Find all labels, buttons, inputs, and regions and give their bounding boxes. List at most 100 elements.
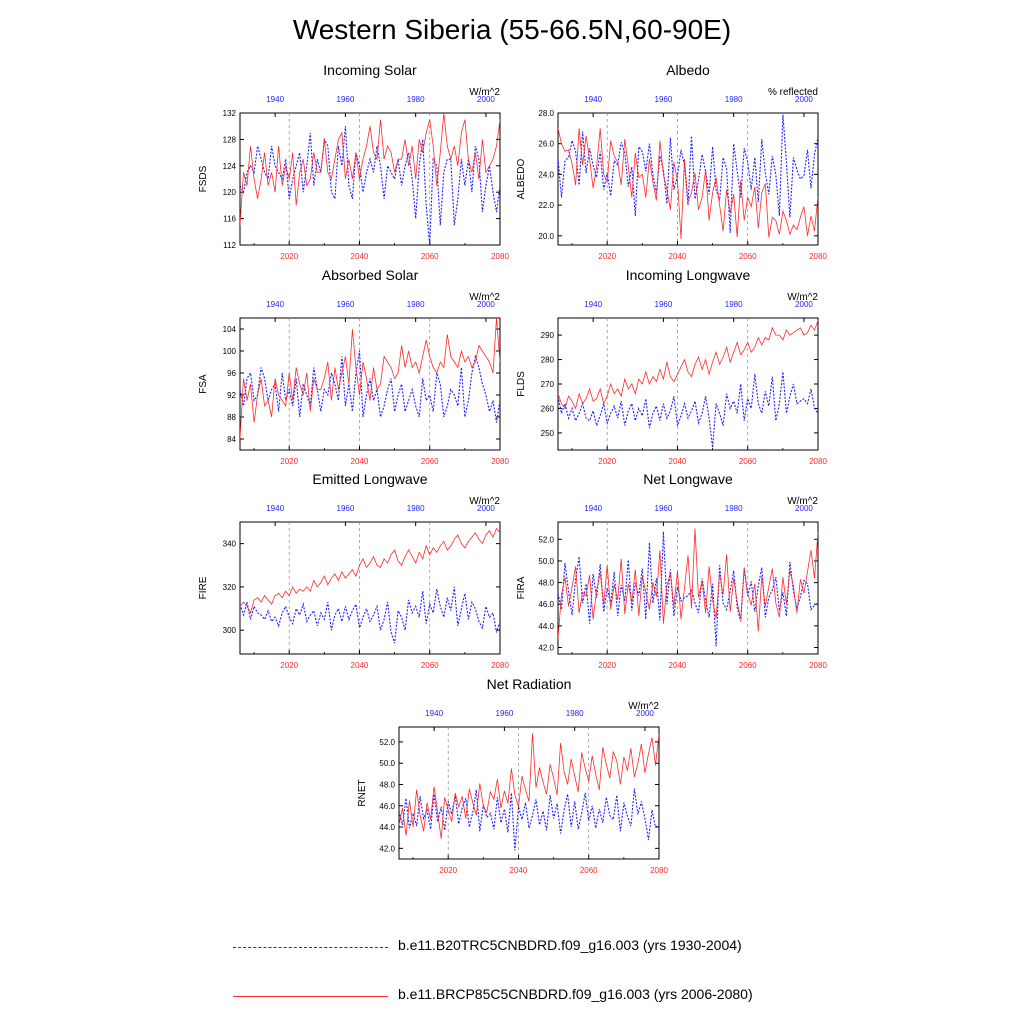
y-axis-label: ALBEDO <box>516 158 527 199</box>
y-tick-label: 24.0 <box>538 170 554 179</box>
y-axis-label: FSA <box>198 374 209 394</box>
y-tick-label: 116 <box>223 215 236 224</box>
x-tick-label-top: 1940 <box>266 300 284 309</box>
panel-title: Incoming Longwave <box>626 267 751 283</box>
y-tick-label: 88 <box>227 413 236 422</box>
x-tick-label-bottom: 2060 <box>421 661 439 670</box>
legend-entry-future: b.e11.BRCP85C5CNBDRD.f09_g16.003 (yrs 20… <box>233 982 833 1012</box>
panel-rnet: 2020 2040 2060 2080 1940 1960 1980 2000 52.0 50.0… <box>357 676 668 875</box>
x-tick-label-bottom: 2040 <box>669 252 687 261</box>
y-tick-label: 48.0 <box>379 780 395 789</box>
plot-frame <box>398 726 660 860</box>
units-label: W/m^2 <box>787 496 818 507</box>
x-tick-label-top: 2000 <box>795 300 813 309</box>
x-tick-label-top: 1960 <box>337 504 355 513</box>
x-tick-label-top: 1980 <box>566 709 584 718</box>
x-tick-label-top: 1960 <box>655 504 673 513</box>
x-tick-label-bottom: 2040 <box>669 661 687 670</box>
y-tick-label: 320 <box>223 583 237 592</box>
panel-title: Net Radiation <box>487 676 572 692</box>
y-axis-label: FLDS <box>516 371 527 397</box>
y-tick-label: 20.0 <box>538 232 554 241</box>
y-tick-label: 44.0 <box>379 823 395 832</box>
x-tick-label-top: 1980 <box>407 95 425 104</box>
y-axis-label: FSDS <box>198 165 209 192</box>
y-tick-label: 44.0 <box>538 622 554 631</box>
plot-frame <box>239 112 501 246</box>
x-tick-label-top: 1940 <box>584 300 602 309</box>
y-tick-label: 132 <box>223 109 237 118</box>
x-tick-label-top: 1960 <box>337 300 355 309</box>
plot-frame <box>239 317 501 451</box>
x-tick-label-top: 1940 <box>425 709 443 718</box>
x-tick-label-top: 2000 <box>636 709 654 718</box>
x-tick-label-bottom: 2080 <box>809 457 827 466</box>
y-tick-label: 46.0 <box>538 600 554 609</box>
x-tick-label-bottom: 2020 <box>598 661 616 670</box>
x-tick-label-bottom: 2080 <box>809 252 827 261</box>
y-tick-label: 280 <box>541 356 555 365</box>
panel-title: Net Longwave <box>643 471 733 487</box>
y-tick-label: 28.0 <box>538 109 554 118</box>
y-tick-label: 96 <box>227 369 236 378</box>
series-line-historical <box>558 114 818 233</box>
y-tick-label: 42.0 <box>379 844 395 853</box>
x-tick-label-top: 2000 <box>795 504 813 513</box>
x-tick-label-top: 2000 <box>795 95 813 104</box>
x-tick-label-top: 1980 <box>407 300 425 309</box>
series-line-future <box>558 528 818 639</box>
series-line-future <box>240 527 500 614</box>
legend-label-future: b.e11.BRCP85C5CNBDRD.f09_g16.003 (yrs 20… <box>398 986 753 1002</box>
y-tick-label: 260 <box>541 404 555 413</box>
legend-swatch-future <box>233 996 388 997</box>
panel-title: Albedo <box>666 62 710 78</box>
y-axis-label: FIRE <box>198 576 209 599</box>
y-tick-label: 112 <box>223 241 236 250</box>
x-tick-label-top: 1980 <box>725 504 743 513</box>
x-tick-label-top: 1940 <box>266 504 284 513</box>
x-tick-label-bottom: 2040 <box>351 252 369 261</box>
y-tick-label: 100 <box>223 347 237 356</box>
units-label: W/m^2 <box>628 701 659 712</box>
x-tick-label-top: 1940 <box>266 95 284 104</box>
x-tick-label-bottom: 2020 <box>598 252 616 261</box>
y-axis-label: RNET <box>357 779 368 806</box>
series-line-future <box>399 733 659 839</box>
x-tick-label-top: 1980 <box>725 95 743 104</box>
panel-fsa: 2020 2040 2060 2080 1940 1960 1980 2000 104 100 96… <box>198 267 509 466</box>
units-label: W/m^2 <box>469 292 500 303</box>
x-tick-label-top: 1940 <box>584 504 602 513</box>
panel-flds: 2020 2040 2060 2080 1940 1960 1980 2000 290 280 27… <box>516 267 827 466</box>
x-tick-label-bottom: 2080 <box>809 661 827 670</box>
x-tick-label-bottom: 2080 <box>491 661 509 670</box>
series-line-historical <box>240 350 500 423</box>
y-tick-label: 340 <box>223 540 237 549</box>
x-tick-label-top: 2000 <box>477 95 495 104</box>
y-tick-label: 104 <box>223 325 237 334</box>
x-tick-label-bottom: 2080 <box>491 457 509 466</box>
y-tick-label: 84 <box>227 435 236 444</box>
units-label: W/m^2 <box>469 496 500 507</box>
x-tick-label-bottom: 2060 <box>739 252 757 261</box>
y-tick-label: 250 <box>541 429 555 438</box>
y-tick-label: 50.0 <box>379 759 395 768</box>
series-line-historical <box>240 586 500 644</box>
series-line-future <box>240 113 500 226</box>
series-line-future <box>240 318 500 440</box>
plot-frame <box>239 521 501 655</box>
x-tick-label-bottom: 2060 <box>421 457 439 466</box>
legend-swatch-historical <box>233 947 388 948</box>
y-tick-label: 22.0 <box>538 201 554 210</box>
x-tick-label-bottom: 2020 <box>439 866 457 875</box>
x-tick-label-bottom: 2040 <box>510 866 528 875</box>
x-tick-label-bottom: 2060 <box>421 252 439 261</box>
panel-title: Absorbed Solar <box>322 267 419 283</box>
x-tick-label-top: 1960 <box>337 95 355 104</box>
legend-label-historical: b.e11.B20TRC5CNBDRD.f09_g16.003 (yrs 193… <box>398 937 742 953</box>
panel-title: Emitted Longwave <box>312 471 427 487</box>
x-tick-label-top: 1960 <box>655 95 673 104</box>
x-tick-label-top: 1960 <box>496 709 514 718</box>
y-tick-label: 46.0 <box>379 802 395 811</box>
x-tick-label-top: 2000 <box>477 300 495 309</box>
